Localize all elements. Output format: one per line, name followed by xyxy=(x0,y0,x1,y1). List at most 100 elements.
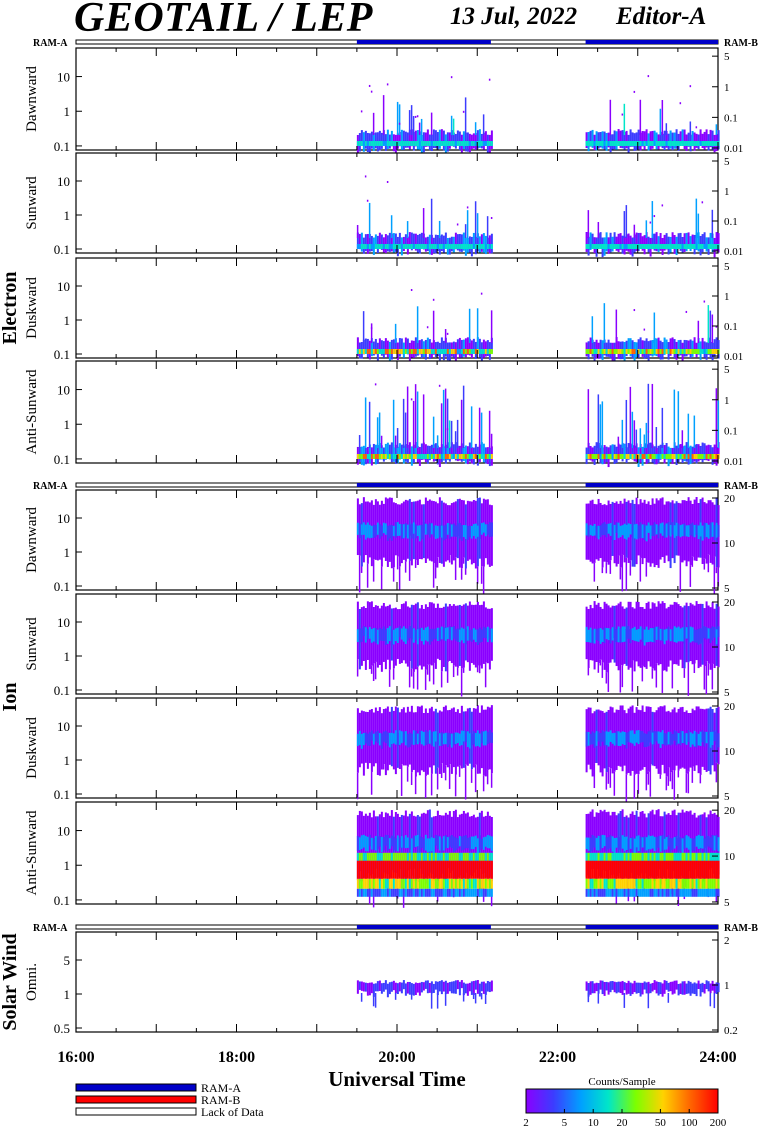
y-tick-label: 1 xyxy=(64,417,71,432)
y2-tick-label: 10 xyxy=(724,851,736,863)
panel-electron-dawnward: 10 1 0.1 5 1 0.1 0.01 Dawnward xyxy=(24,47,743,155)
ram-b-label: RAM-B xyxy=(724,481,758,492)
ram-a-segment xyxy=(585,483,718,487)
y2-tick-label: 20 xyxy=(724,597,736,609)
panel-ion-anti-sunward: 10 1 0.1 20 10 5 Anti-Sunward xyxy=(24,801,736,909)
group-label: Solar Wind xyxy=(0,933,21,1030)
ram-b-label: RAM-B xyxy=(724,38,758,49)
ram-a-segment xyxy=(356,40,491,44)
y2-tick-label: 1 xyxy=(724,82,730,94)
y-axis-label: Dawnward xyxy=(24,66,40,132)
panel-ion-dawnward: 10 1 0.1 20 10 5 Dawnward xyxy=(24,489,736,595)
y-tick-label: 0.1 xyxy=(54,347,70,362)
y-axis-label: Omni. xyxy=(24,963,40,1001)
y-tick-label: 0.5 xyxy=(54,1021,70,1036)
x-tick-label: 22:00 xyxy=(539,1049,576,1066)
y-tick-label: 1 xyxy=(64,649,71,664)
y-tick-label: 0.1 xyxy=(54,242,70,257)
legend-label: RAM-B xyxy=(201,1093,240,1107)
panel-ion-duskward: 10 1 0.1 20 10 5 Duskward xyxy=(24,697,736,803)
y2-tick-label: 20 xyxy=(724,805,736,817)
y-axis-label: Sunward xyxy=(24,176,40,230)
y2-tick-label: 5 xyxy=(724,791,730,803)
y2-tick-label: 0.01 xyxy=(724,246,743,258)
y-axis-label: Anti-Sunward xyxy=(24,369,40,454)
ram-a-segment xyxy=(356,483,491,487)
panel-ion-sunward: 10 1 0.1 20 10 5 Sunward xyxy=(24,593,736,699)
y2-tick-label: 5 xyxy=(724,687,730,699)
y2-tick-label: 5 xyxy=(724,583,730,595)
y-axis-label: Duskward xyxy=(24,277,40,339)
y2-tick-label: 0.01 xyxy=(724,456,743,468)
y-tick-label: 1 xyxy=(64,858,71,873)
y2-tick-label: 0.1 xyxy=(724,321,738,333)
panel-frame xyxy=(75,152,719,254)
y-tick-label: 10 xyxy=(57,511,70,526)
y2-tick-label: 1 xyxy=(724,291,730,303)
legend-swatch xyxy=(75,1083,197,1092)
y-tick-label: 1 xyxy=(64,545,71,560)
colorbar-title: Counts/Sample xyxy=(588,1076,655,1088)
ram-a-segment xyxy=(356,925,491,929)
y-tick-label: 10 xyxy=(57,824,70,839)
y2-tick-label: 0.1 xyxy=(724,425,738,437)
group-label: Electron xyxy=(0,272,21,345)
legend-label: RAM-A xyxy=(201,1081,241,1095)
y-axis-label: Anti-Sunward xyxy=(24,810,40,895)
legend-label: Lack of Data xyxy=(201,1105,264,1119)
y-tick-label: 10 xyxy=(57,719,70,734)
y2-tick-label: 0.01 xyxy=(724,143,743,155)
plot-title: GEOTAIL / LEP xyxy=(74,0,373,41)
y2-tick-label: 10 xyxy=(724,538,736,550)
y2-tick-label: 0.1 xyxy=(724,216,738,228)
y2-tick-label: 5 xyxy=(724,51,730,63)
ram-a-segment xyxy=(585,40,718,44)
ram-a-label: RAM-A xyxy=(33,38,68,49)
colorbar-tick-label: 200 xyxy=(710,1117,727,1128)
x-axis-label: Universal Time xyxy=(328,1067,465,1091)
legend-swatch xyxy=(75,1095,197,1104)
y-tick-label: 1 xyxy=(64,753,71,768)
x-tick-label: 16:00 xyxy=(57,1049,94,1066)
colorbar-tick-label: 5 xyxy=(562,1117,568,1128)
y-tick-label: 5 xyxy=(64,953,71,968)
y2-tick-label: 5 xyxy=(724,897,730,909)
y2-tick-label: 10 xyxy=(724,746,736,758)
y2-tick-label: 1 xyxy=(724,186,730,198)
y-tick-label: 10 xyxy=(57,615,70,630)
y2-tick-label: 1 xyxy=(724,395,730,407)
colorbar-tick-label: 10 xyxy=(588,1117,600,1128)
y-tick-label: 10 xyxy=(57,174,70,189)
panel-solar-wind-omni-: 5 1 0.5 2 1 0.2 Omni. xyxy=(24,931,738,1037)
y2-tick-label: 20 xyxy=(724,701,736,713)
y2-tick-label: 5 xyxy=(724,156,730,168)
y-tick-label: 0.1 xyxy=(54,787,70,802)
y-axis-label: Duskward xyxy=(24,717,40,779)
y2-tick-label: 0.2 xyxy=(724,1025,738,1037)
ram-a-label: RAM-A xyxy=(33,481,68,492)
y2-tick-label: 20 xyxy=(724,493,736,505)
colorbar-tick-label: 20 xyxy=(617,1117,629,1128)
y-tick-label: 0.1 xyxy=(54,683,70,698)
panel-electron-duskward: 10 1 0.1 5 1 0.1 0.01 Duskward xyxy=(24,257,743,363)
panel-electron-sunward: 10 1 0.1 5 1 0.1 0.01 Sunward xyxy=(24,152,743,258)
x-tick-label: 18:00 xyxy=(218,1049,255,1066)
ram-a-segment xyxy=(585,925,718,929)
y-tick-label: 10 xyxy=(57,70,70,85)
y-axis-label: Dawnward xyxy=(24,507,40,573)
ram-a-label: RAM-A xyxy=(33,923,68,934)
y-tick-label: 0.1 xyxy=(54,139,70,154)
colorbar-tick-label: 2 xyxy=(523,1117,529,1128)
y-tick-label: 0.1 xyxy=(54,893,70,908)
plot-editor: Editor-A xyxy=(616,3,707,30)
y2-tick-label: 2 xyxy=(724,935,730,947)
x-tick-label: 20:00 xyxy=(378,1049,415,1066)
y2-tick-label: 1 xyxy=(724,980,730,992)
y-tick-label: 1 xyxy=(64,208,71,223)
group-label: Ion xyxy=(0,683,21,712)
y2-tick-label: 0.1 xyxy=(724,112,738,124)
legend-swatch xyxy=(75,1107,197,1116)
y-axis-label: Sunward xyxy=(24,617,40,671)
